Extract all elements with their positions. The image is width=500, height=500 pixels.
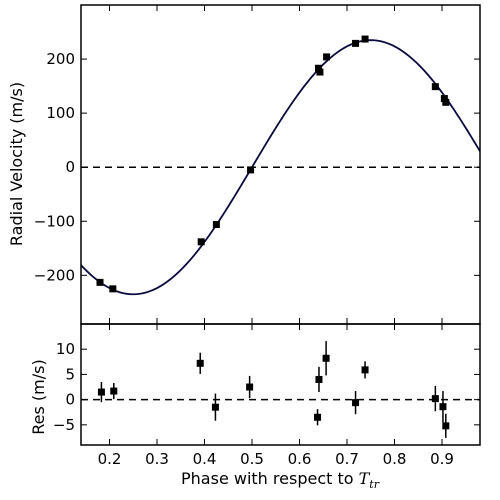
- res-xtick-label: 0.4: [193, 450, 217, 468]
- res-data-point: [97, 388, 105, 396]
- rv-ytick-label: −100: [34, 212, 75, 230]
- res-xtick-label: 0.7: [335, 450, 359, 468]
- rv-data-point: [431, 83, 439, 91]
- rv-y-axis-label: Radial Velocity (m/s): [7, 82, 26, 246]
- res-ytick-label: 10: [56, 340, 75, 358]
- rv-ytick-label: 0: [65, 158, 75, 176]
- res-ytick-label: −5: [53, 416, 75, 434]
- rv-data-point: [197, 238, 205, 246]
- res-data-point: [442, 422, 450, 430]
- rv-model-curve: [81, 39, 480, 296]
- res-data-point: [211, 403, 219, 411]
- res-data-point: [431, 395, 439, 403]
- rv-panel: 200 100 0 −100 −200: [34, 4, 481, 325]
- res-xtick-label: 0.5: [240, 450, 264, 468]
- res-data-point: [246, 383, 254, 391]
- res-xtick-label: 0.2: [98, 450, 122, 468]
- res-data-point: [352, 399, 360, 407]
- rv-data-point: [440, 95, 448, 103]
- res-xtick-label: 0.8: [383, 450, 407, 468]
- rv-ytick-label: −200: [34, 266, 75, 284]
- res-data-point: [322, 354, 330, 362]
- res-ytick-label: 5: [65, 365, 75, 383]
- res-ytick-label: 0: [65, 391, 75, 409]
- x-axis-label-symbol: T: [359, 469, 371, 488]
- rv-data-point: [323, 53, 331, 61]
- x-axis-label-subscript: tr: [369, 478, 379, 491]
- res-axes-frame: [80, 323, 481, 446]
- rv-data-point: [352, 39, 360, 47]
- residuals-panel: 10 5 0 −5 0.2 0.3 0.4 0.5 0.6 0.7 0.8 0.9: [53, 323, 481, 468]
- rv-data-point: [109, 285, 117, 293]
- res-xtick-label: 0.3: [145, 450, 169, 468]
- rv-data-point: [96, 278, 104, 286]
- res-data-point: [315, 375, 323, 383]
- rv-data-point: [247, 166, 255, 174]
- rv-data-point: [442, 98, 450, 106]
- rv-data-point: [361, 35, 369, 43]
- res-xtick-label: 0.6: [288, 450, 312, 468]
- rv-data-point: [315, 64, 322, 72]
- rv-data-point: [316, 68, 324, 76]
- res-xtick-label: 0.9: [430, 450, 454, 468]
- phase-x-axis-label: Phase with respect to Ttr: [181, 469, 380, 491]
- x-axis-label-text: Phase with respect to: [181, 469, 359, 488]
- res-data-point: [110, 387, 118, 395]
- res-data-point: [314, 413, 322, 421]
- res-data-point: [196, 359, 204, 367]
- rv-axes-frame: [80, 4, 481, 325]
- rv-ytick-label: 200: [46, 50, 75, 68]
- residuals-y-axis-label: Res (m/s): [29, 359, 48, 434]
- rv-ytick-label: 100: [46, 104, 75, 122]
- rv-data-point: [212, 221, 220, 229]
- res-data-point: [361, 366, 369, 374]
- res-data-point: [439, 403, 447, 411]
